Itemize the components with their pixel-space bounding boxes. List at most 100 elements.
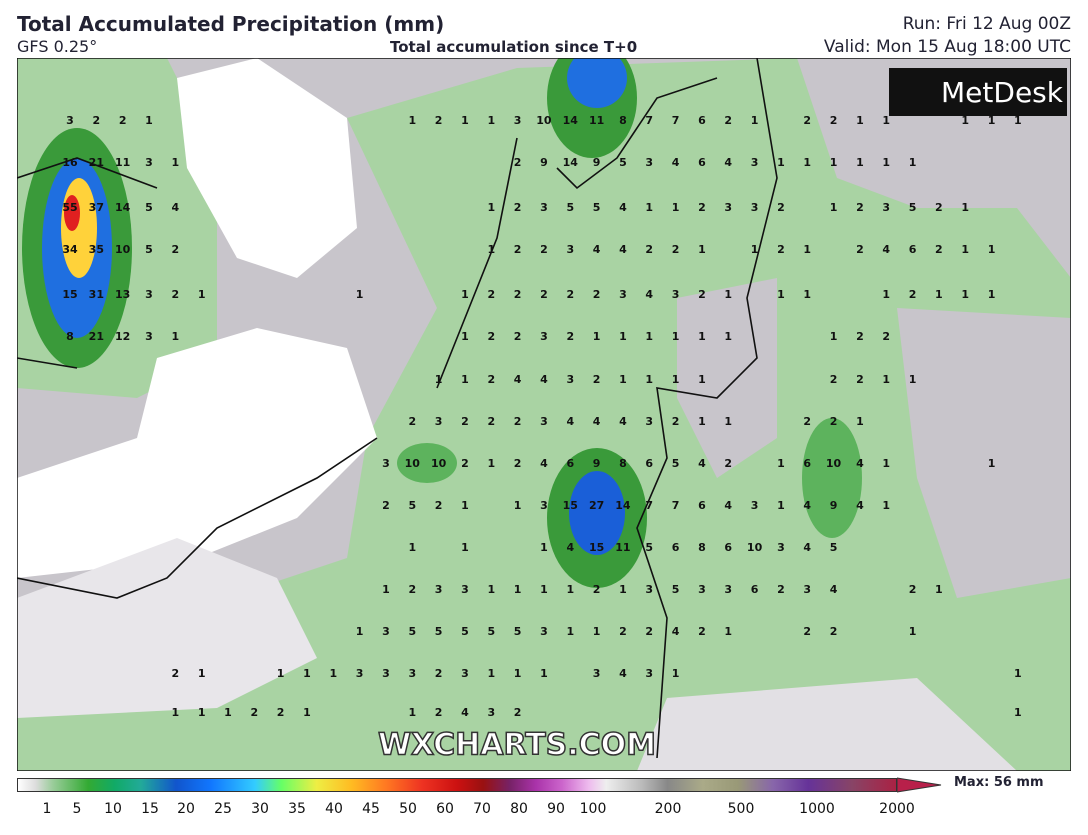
precip-value: 1 [566, 583, 574, 596]
precip-value: 6 [698, 114, 706, 127]
precip-value: 5 [408, 499, 416, 512]
precip-value: 13 [115, 288, 130, 301]
precip-value: 1 [171, 330, 179, 343]
precip-value: 2 [803, 415, 811, 428]
precip-value: 1 [988, 457, 996, 470]
precip-value: 1 [514, 667, 522, 680]
precip-value: 10 [747, 541, 763, 554]
precip-value: 4 [566, 541, 574, 554]
precip-value: 4 [619, 667, 627, 680]
precip-value: 5 [145, 201, 153, 214]
precip-value: 6 [751, 583, 759, 596]
precip-value: 1 [461, 288, 469, 301]
precip-value: 1 [961, 201, 969, 214]
precip-value: 1 [909, 625, 917, 638]
precip-value: 2 [435, 667, 443, 680]
precip-value: 2 [435, 706, 443, 719]
precip-value: 9 [830, 499, 838, 512]
precip [802, 418, 862, 538]
precip-value: 2 [830, 625, 838, 638]
precip-value: 1 [145, 114, 153, 127]
precip-value: 1 [487, 583, 495, 596]
precip-value: 1 [461, 330, 469, 343]
precip-value: 3 [435, 583, 443, 596]
precip-value: 1 [698, 330, 706, 343]
precip-value: 2 [93, 114, 101, 127]
precip-value: 1 [461, 499, 469, 512]
precip-value: 5 [593, 201, 601, 214]
precip-value: 1 [724, 288, 732, 301]
precip-value: 4 [803, 499, 811, 512]
precip-value: 5 [408, 625, 416, 638]
precip-value: 3 [540, 415, 548, 428]
precip-value: 1 [408, 114, 416, 127]
precip-value: 3 [751, 201, 759, 214]
precip-value: 2 [672, 415, 680, 428]
colorbar-label: 60 [436, 801, 454, 817]
precip-value: 10 [536, 114, 552, 127]
precip-value: 1 [645, 373, 653, 386]
precip-value: 4 [619, 243, 627, 256]
precip [397, 443, 457, 483]
precip-value: 1 [540, 667, 548, 680]
precip-value: 1 [329, 667, 337, 680]
precip-value: 2 [856, 373, 864, 386]
precip-value: 5 [145, 243, 153, 256]
precip-value: 1 [882, 156, 890, 169]
colorbar-label: 70 [473, 801, 491, 817]
precip-value: 37 [89, 201, 104, 214]
precip-value: 1 [988, 288, 996, 301]
precip-value: 6 [645, 457, 653, 470]
precip-value: 1 [882, 373, 890, 386]
precip-value: 16 [62, 156, 78, 169]
precip-value: 1 [619, 583, 627, 596]
precip-value: 1 [724, 330, 732, 343]
colorbar-label: 25 [214, 801, 232, 817]
precip-value: 1 [171, 156, 179, 169]
precip-value: 2 [856, 201, 864, 214]
precip-value: 3 [540, 201, 548, 214]
precip-value: 10 [115, 243, 131, 256]
logo-box [889, 68, 1067, 116]
precip-value: 3 [645, 156, 653, 169]
precip-value: 1 [856, 114, 864, 127]
colorbar-label: 40 [325, 801, 343, 817]
precip-value: 1 [593, 625, 601, 638]
precip-value: 1 [724, 415, 732, 428]
precip-value: 2 [487, 415, 495, 428]
precip-value: 3 [540, 625, 548, 638]
precip-value: 3 [461, 667, 469, 680]
precip-value: 1 [198, 706, 206, 719]
precip-value: 8 [619, 457, 627, 470]
precip-value: 4 [882, 243, 890, 256]
precip-value: 4 [672, 625, 680, 638]
colorbar-label: 100 [579, 801, 607, 817]
colorbar-label: 1 [42, 801, 52, 817]
precip-value: 2 [514, 156, 522, 169]
precip-value: 3 [540, 330, 548, 343]
precip-value: 3 [645, 415, 653, 428]
precip-value: 2 [487, 373, 495, 386]
precip-value: 2 [935, 201, 943, 214]
precip-value: 2 [514, 415, 522, 428]
precip-value: 4 [593, 415, 601, 428]
precip-value: 3 [593, 667, 601, 680]
precip-value: 5 [909, 201, 917, 214]
precip-value: 1 [1014, 706, 1022, 719]
land-gray [897, 308, 1071, 598]
precip-value: 4 [619, 201, 627, 214]
colorbar-label: 80 [510, 801, 528, 817]
precip-value: 1 [882, 114, 890, 127]
precip-value: 2 [514, 706, 522, 719]
precip-value: 3 [724, 201, 732, 214]
precip-value: 6 [672, 541, 680, 554]
precip-value: 2 [250, 706, 258, 719]
precip-value: 15 [563, 499, 578, 512]
precip-value: 2 [382, 499, 390, 512]
precip-value: 4 [540, 457, 548, 470]
precip-value: 7 [645, 499, 653, 512]
precip-value: 5 [461, 625, 469, 638]
precip-value: 6 [566, 457, 574, 470]
colorbar-label: 5 [72, 801, 82, 817]
